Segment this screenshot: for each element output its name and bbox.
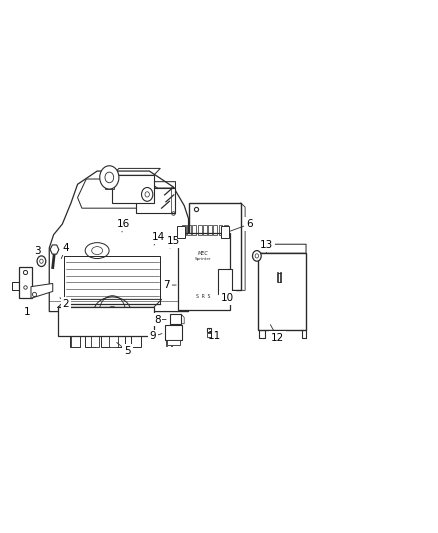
Circle shape <box>37 256 46 266</box>
Bar <box>177 226 185 238</box>
Text: 6: 6 <box>246 219 253 229</box>
Bar <box>110 336 118 347</box>
Bar <box>101 336 110 347</box>
Text: 7: 7 <box>163 280 170 290</box>
Text: 12: 12 <box>271 333 284 343</box>
Circle shape <box>253 251 261 261</box>
Bar <box>221 226 229 238</box>
Bar <box>213 225 217 235</box>
Polygon shape <box>31 284 53 298</box>
Bar <box>224 225 228 235</box>
Text: 8: 8 <box>154 314 160 325</box>
Bar <box>188 203 241 290</box>
Text: 13: 13 <box>260 240 273 251</box>
Bar <box>70 336 80 347</box>
Bar <box>91 336 99 347</box>
Text: 4: 4 <box>63 243 69 253</box>
Bar <box>192 225 196 235</box>
Bar <box>165 325 182 340</box>
Bar <box>258 253 306 330</box>
Bar <box>170 314 181 324</box>
Bar <box>113 175 154 203</box>
Bar <box>85 336 95 347</box>
Bar <box>64 256 160 304</box>
Bar <box>116 336 125 347</box>
Circle shape <box>141 188 153 201</box>
Text: 15: 15 <box>167 236 180 246</box>
Text: 5: 5 <box>124 346 131 357</box>
Text: MEC: MEC <box>198 251 208 256</box>
Text: 14: 14 <box>152 232 165 243</box>
Bar <box>167 340 180 345</box>
Bar <box>182 225 186 235</box>
Text: 1: 1 <box>23 306 30 317</box>
Bar <box>219 225 223 235</box>
Bar <box>178 233 230 310</box>
Text: Sprinter: Sprinter <box>194 257 211 261</box>
Text: 11: 11 <box>208 332 221 342</box>
Bar <box>218 269 232 294</box>
Circle shape <box>100 166 119 189</box>
Bar <box>208 225 212 235</box>
Text: 9: 9 <box>149 332 156 342</box>
Bar <box>187 225 191 235</box>
Bar <box>136 188 176 214</box>
Text: S R S: S R S <box>196 294 210 298</box>
Text: 2: 2 <box>63 298 69 309</box>
Text: 10: 10 <box>221 293 234 303</box>
Text: 3: 3 <box>34 246 40 256</box>
Bar <box>105 182 114 189</box>
Text: 16: 16 <box>117 219 130 229</box>
Bar <box>71 336 80 347</box>
Bar <box>58 308 154 336</box>
Bar <box>203 225 207 235</box>
Bar <box>198 225 201 235</box>
Bar <box>19 266 32 298</box>
Bar <box>131 336 141 347</box>
